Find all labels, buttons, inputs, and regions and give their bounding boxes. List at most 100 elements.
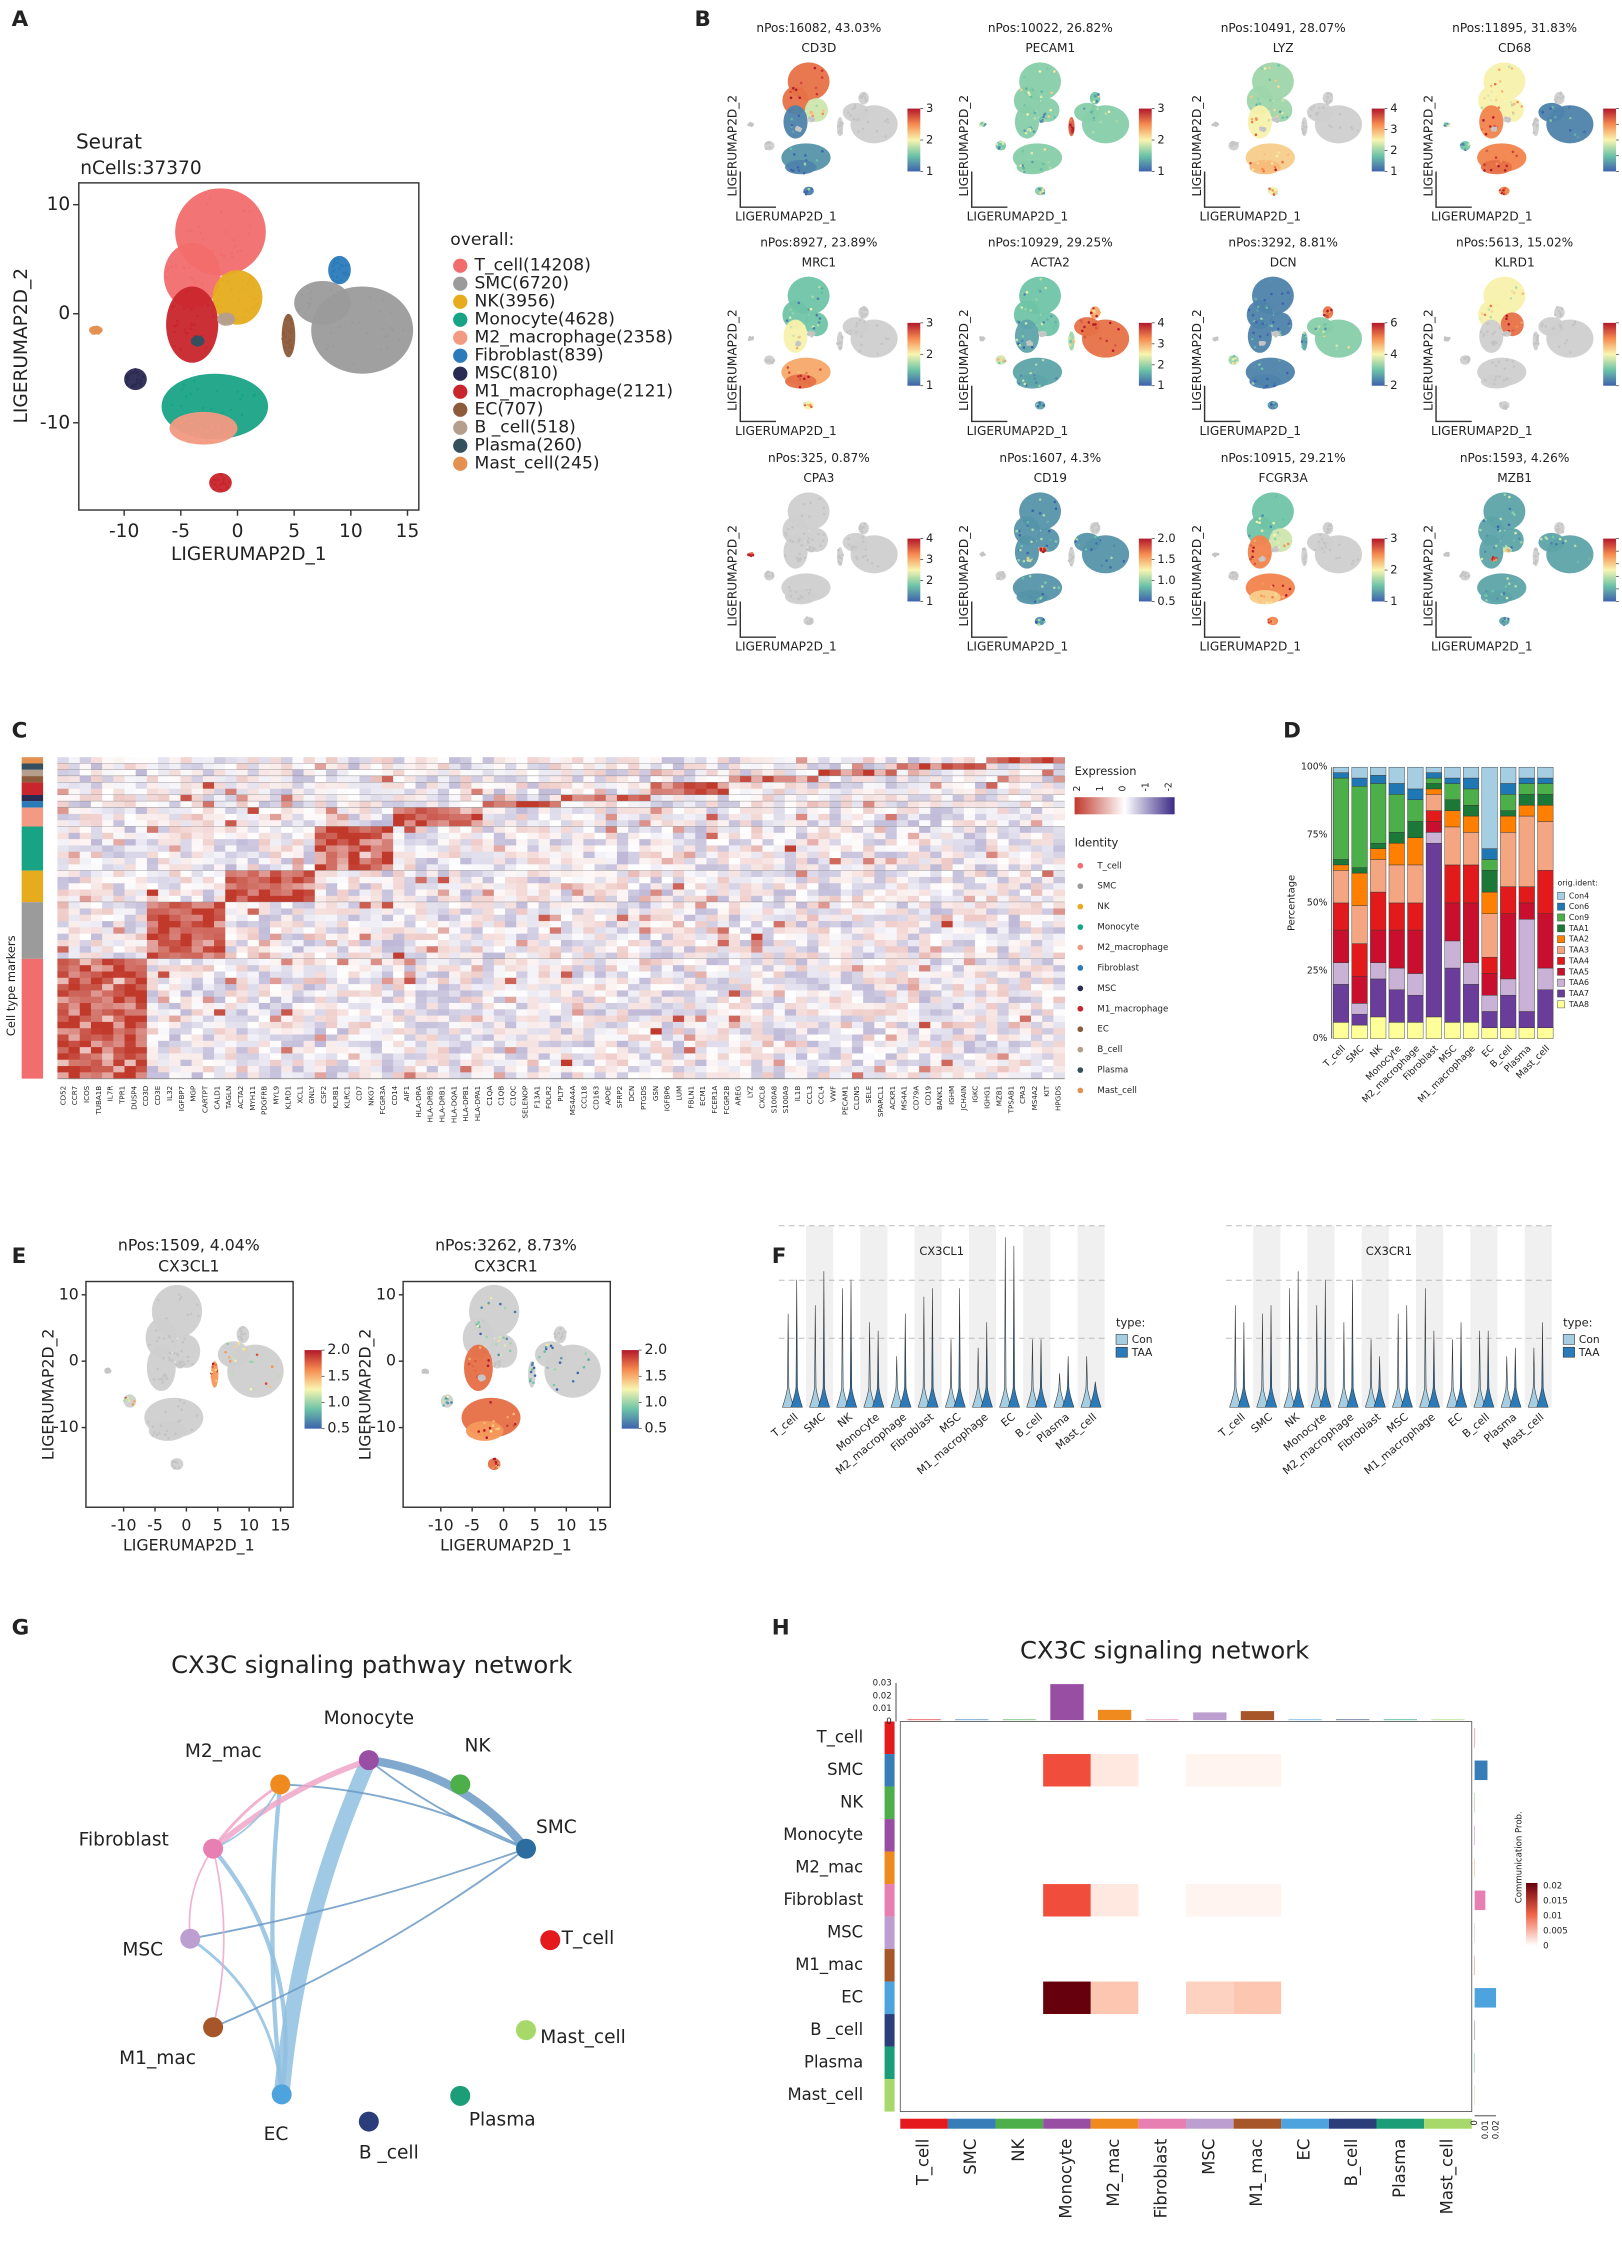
heat-cell xyxy=(695,776,707,783)
heat-cell xyxy=(258,851,271,859)
heat-cell xyxy=(795,895,808,903)
heat-cell xyxy=(874,788,886,796)
heat-cell xyxy=(751,813,763,821)
heat-cell xyxy=(202,813,215,821)
heat-cell xyxy=(236,883,249,890)
heat-cell xyxy=(605,807,618,815)
heat-cell xyxy=(135,921,148,928)
heat-cell xyxy=(449,820,461,827)
heat-cell xyxy=(572,782,584,790)
cell-dot xyxy=(1507,523,1511,527)
heat-cell xyxy=(381,927,394,935)
heat-cell xyxy=(505,870,517,878)
cell-dot xyxy=(1533,333,1536,336)
heat-cell xyxy=(784,782,797,790)
heat-cell xyxy=(874,902,886,909)
heat-cell xyxy=(1008,757,1021,764)
heat-cell xyxy=(986,776,998,783)
heat-cell xyxy=(717,858,730,865)
heat-cell xyxy=(225,813,237,821)
cell-dot xyxy=(197,418,201,421)
cell-dot xyxy=(1465,147,1468,151)
heat-cell xyxy=(258,763,271,771)
heat-cell xyxy=(471,889,484,897)
cell-dot xyxy=(1107,110,1111,114)
cell-dot xyxy=(186,332,189,335)
cell-dot xyxy=(1490,310,1494,313)
heat-cell xyxy=(303,826,316,834)
cell-dot xyxy=(818,497,821,500)
heat-cell xyxy=(124,763,137,771)
heat-cell xyxy=(572,776,584,783)
heat-cell xyxy=(907,895,920,903)
cell-dot xyxy=(189,327,193,331)
cell-dot xyxy=(1562,95,1565,99)
cell-dot xyxy=(1329,92,1332,95)
heat-cell xyxy=(863,769,875,777)
colorbar-label: 1.5 xyxy=(1157,552,1175,566)
heat-cell xyxy=(381,914,394,922)
heat-cell xyxy=(717,839,730,846)
heat-cell xyxy=(337,813,349,821)
cell-dot xyxy=(815,104,818,108)
heat-cell xyxy=(840,851,853,859)
cell-dot xyxy=(852,117,856,121)
heat-cell xyxy=(1042,832,1054,840)
cell-dot xyxy=(880,342,884,346)
cell-dot xyxy=(1285,115,1289,119)
heat-cell xyxy=(214,788,226,796)
heat-cell xyxy=(57,921,70,928)
cell-dot xyxy=(1214,337,1218,341)
cell-dot xyxy=(836,342,839,345)
heat-cell xyxy=(896,851,909,859)
heat-cell xyxy=(784,908,797,916)
heat-cell xyxy=(963,864,976,872)
cell-dot xyxy=(1483,594,1487,597)
heat-cell xyxy=(135,763,148,771)
heat-cell xyxy=(538,921,551,928)
heat-cell xyxy=(896,858,909,865)
cell-dot xyxy=(864,554,867,558)
heat-cell xyxy=(303,864,316,872)
heat-cell xyxy=(124,870,137,878)
cell-dot xyxy=(191,341,195,345)
heat-cell xyxy=(102,839,114,846)
heat-cell xyxy=(393,845,405,853)
cell-dot xyxy=(1020,306,1024,309)
cell-dot xyxy=(1037,618,1041,622)
colorbar-label: 4 xyxy=(1390,347,1397,361)
heat-cell xyxy=(795,921,808,928)
cell-dot xyxy=(1266,377,1269,381)
cell-dot xyxy=(205,346,208,350)
cell-dot xyxy=(1019,88,1023,92)
cluster xyxy=(163,242,221,309)
cluster xyxy=(782,516,809,545)
heat-cell xyxy=(784,921,797,928)
heat-cell xyxy=(270,763,282,771)
heat-cell xyxy=(258,832,271,840)
colorbar xyxy=(907,322,921,386)
cluster xyxy=(804,528,829,552)
heat-cell xyxy=(191,921,204,928)
cell-dot xyxy=(1262,595,1266,598)
cell-dot xyxy=(1287,153,1290,157)
heat-cell xyxy=(583,858,595,865)
heat-cell xyxy=(393,908,405,916)
heat-cell xyxy=(807,807,819,815)
heat-cell xyxy=(158,921,170,928)
cell-dot xyxy=(1021,576,1025,580)
heat-cell xyxy=(784,864,797,872)
heat-cell xyxy=(113,832,125,840)
cell-dot xyxy=(1480,127,1484,131)
heat-cell xyxy=(728,895,741,903)
y-axis-label: LIGERUMAP2D_2 xyxy=(1190,309,1204,411)
heat-cell xyxy=(158,908,170,916)
cell-dot xyxy=(339,305,343,308)
heat-cell xyxy=(258,769,271,777)
heat-cell xyxy=(437,921,450,928)
heat-cell xyxy=(795,763,808,771)
heat-cell xyxy=(1008,795,1021,802)
heat-cell xyxy=(482,876,495,884)
heat-cell xyxy=(1031,914,1043,922)
heat-cell xyxy=(236,933,249,941)
